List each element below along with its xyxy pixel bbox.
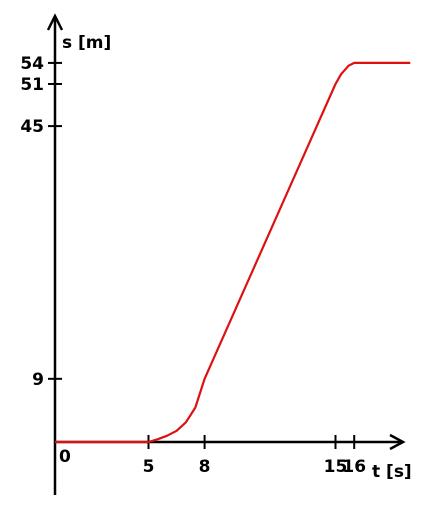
y-tick-label-51: 51: [20, 75, 44, 95]
x-tick-label-5: 5: [143, 457, 155, 477]
y-axis-arrow-icon: [46, 13, 64, 31]
series-line: [55, 61, 411, 444]
y-tick-label-9: 9: [32, 370, 44, 390]
y-tick-label-45: 45: [20, 117, 44, 137]
x-tick-label-16: 16: [342, 457, 366, 477]
origin-label: 0: [59, 447, 71, 467]
x-tick-label-8: 8: [199, 457, 211, 477]
x-tick-label-15: 15: [324, 457, 348, 477]
y-axis-label: s [m]: [62, 33, 111, 53]
x-axis-arrow-icon: [389, 433, 406, 451]
x-axis-label: t [s]: [372, 462, 412, 482]
y-tick-label-54: 54: [20, 54, 44, 74]
